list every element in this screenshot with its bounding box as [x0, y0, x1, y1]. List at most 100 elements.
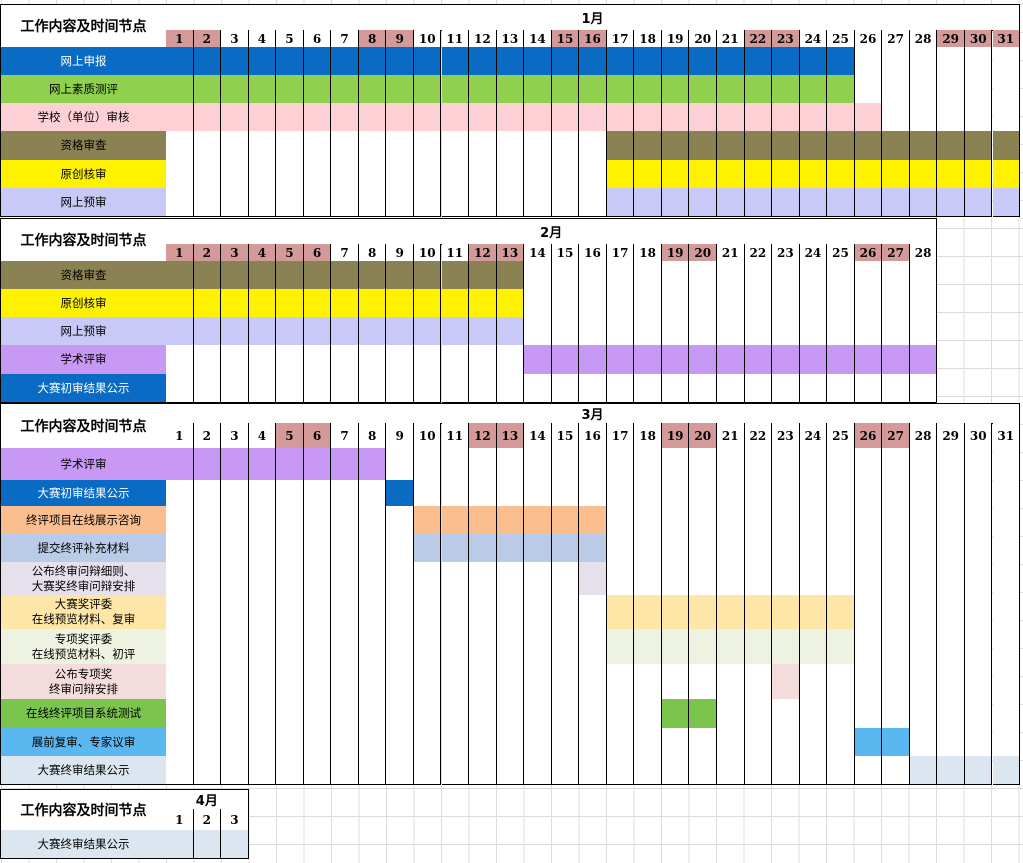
schedule-bar-cell	[579, 562, 607, 596]
schedule-cell	[909, 75, 938, 104]
day-header: 9	[386, 30, 414, 48]
schedule-cell	[854, 47, 883, 76]
schedule-bar-cell	[717, 131, 745, 161]
schedule-bar-cell	[634, 103, 662, 132]
schedule-cell	[854, 448, 883, 481]
schedule-cell	[221, 629, 249, 665]
schedule-bar-cell	[413, 103, 442, 132]
schedule-bar-cell	[386, 75, 414, 104]
schedule-cell	[937, 629, 965, 665]
schedule-bar-cell	[634, 188, 662, 217]
schedule-cell	[496, 480, 525, 507]
schedule-bar-cell	[634, 131, 662, 161]
schedule-bar-cell	[992, 160, 1021, 189]
schedule-cell	[882, 506, 910, 535]
schedule-cell	[166, 728, 194, 757]
day-header: 2	[193, 244, 222, 262]
schedule-bar-cell	[193, 103, 222, 132]
schedule-cell	[992, 728, 1021, 757]
schedule-cell	[827, 562, 855, 596]
schedule-bar-cell	[799, 47, 828, 76]
schedule-cell	[386, 374, 414, 403]
day-header: 21	[717, 244, 745, 262]
schedule-bar-cell	[469, 75, 497, 104]
schedule-cell	[331, 374, 359, 403]
schedule-cell	[909, 261, 938, 290]
task-label: 专项奖评委 在线预览材料、初评	[0, 629, 167, 665]
schedule-cell	[717, 699, 745, 729]
schedule-cell	[717, 480, 745, 507]
task-label: 大赛奖评委 在线预览材料、复审	[0, 595, 167, 630]
schedule-bar-cell	[221, 75, 249, 104]
schedule-bar-cell	[358, 289, 387, 318]
schedule-cell	[937, 448, 965, 481]
schedule-cell	[854, 261, 883, 290]
schedule-cell	[193, 629, 222, 665]
schedule-cell	[248, 595, 277, 630]
day-header: 16	[579, 30, 607, 48]
schedule-bar-cell	[717, 47, 745, 76]
schedule-cell	[441, 699, 470, 729]
schedule-bar-cell	[221, 289, 249, 318]
schedule-cell	[882, 629, 910, 665]
schedule-cell	[827, 664, 855, 700]
schedule-bar-cell	[413, 289, 442, 318]
schedule-cell	[661, 448, 690, 481]
schedule-cell	[744, 756, 773, 785]
schedule-cell	[221, 480, 249, 507]
schedule-cell	[717, 374, 745, 403]
schedule-bar-cell	[496, 47, 525, 76]
schedule-cell	[413, 188, 442, 217]
day-header: 20	[689, 30, 717, 48]
schedule-bar-cell	[358, 448, 387, 481]
schedule-cell	[166, 664, 194, 700]
schedule-bar-cell	[221, 317, 249, 346]
schedule-cell	[166, 629, 194, 665]
day-header: 2	[193, 423, 222, 449]
schedule-cell	[772, 756, 800, 785]
schedule-bar-cell	[496, 261, 525, 290]
schedule-cell	[606, 506, 635, 535]
schedule-cell	[964, 629, 993, 665]
schedule-cell	[689, 562, 717, 596]
schedule-bar-cell	[634, 345, 662, 375]
schedule-cell	[276, 664, 304, 700]
schedule-cell	[937, 699, 965, 729]
schedule-cell	[882, 47, 910, 76]
schedule-bar-cell	[964, 160, 993, 189]
schedule-bar-cell	[854, 103, 883, 132]
schedule-cell	[634, 261, 662, 290]
day-header: 2	[193, 809, 222, 831]
schedule-cell	[358, 160, 387, 189]
schedule-cell	[551, 699, 580, 729]
schedule-cell	[524, 261, 552, 290]
schedule-bar-cell	[413, 317, 442, 346]
day-header: 19	[661, 30, 690, 48]
day-header: 6	[303, 244, 332, 262]
schedule-cell	[909, 562, 938, 596]
day-header: 28	[909, 423, 938, 449]
schedule-cell	[992, 664, 1021, 700]
schedule-cell	[964, 47, 993, 76]
schedule-cell	[717, 289, 745, 318]
schedule-cell	[551, 728, 580, 757]
schedule-cell	[248, 480, 277, 507]
schedule-cell	[606, 699, 635, 729]
schedule-bar-cell	[248, 75, 277, 104]
schedule-cell	[854, 506, 883, 535]
schedule-cell	[717, 261, 745, 290]
schedule-cell	[469, 345, 497, 375]
schedule-cell	[166, 562, 194, 596]
schedule-bar-cell	[744, 103, 773, 132]
task-label: 原创核审	[0, 160, 167, 189]
schedule-bar-cell	[551, 345, 580, 375]
schedule-cell	[909, 317, 938, 346]
header-title-cell: 工作内容及时间节点	[0, 218, 167, 262]
schedule-cell	[799, 448, 828, 481]
schedule-cell	[166, 345, 194, 375]
schedule-bar-cell	[799, 103, 828, 132]
schedule-bar-cell	[634, 595, 662, 630]
schedule-cell	[303, 728, 332, 757]
schedule-bar-cell	[772, 103, 800, 132]
day-header: 26	[854, 30, 883, 48]
